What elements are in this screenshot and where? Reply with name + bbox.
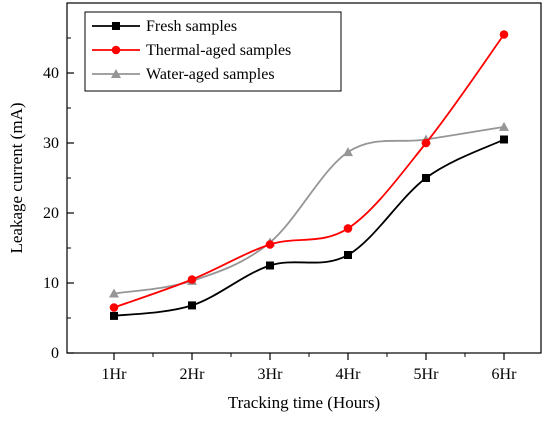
x-axis: 1Hr 2Hr 3Hr 4Hr 5Hr 6Hr [102,353,518,383]
x-tick-label: 6Hr [492,366,518,383]
data-point [343,147,353,157]
legend-marker [111,45,121,55]
legend-marker [112,22,120,30]
series-line [113,138,505,317]
data-point [344,251,352,259]
legend: Fresh samples Thermal-aged samples Water-a… [84,11,342,92]
x-tick-label: 2Hr [180,366,206,383]
data-point [499,30,509,39]
legend-label: Thermal-aged samples [146,42,291,59]
data-point [422,174,430,182]
y-axis-title: Leakage current (mA) [7,102,26,253]
legend-label: Fresh samples [146,18,237,35]
data-point [266,261,274,270]
x-tick-label: 4Hr [336,366,362,383]
x-tick-label: 1Hr [102,366,128,383]
y-tick-label: 0 [51,345,59,362]
x-axis-title: Tracking time (Hours) [228,393,380,412]
data-point [109,303,119,312]
y-tick-label: 40 [43,65,59,82]
data-point [499,121,509,131]
x-tick-label: 3Hr [258,366,284,383]
data-point [109,288,119,298]
series-0 [110,135,508,320]
series-1 [109,30,509,312]
series-2 [109,121,509,298]
legend-label: Water-aged samples [146,66,275,83]
data-point [110,311,118,320]
x-tick-label: 5Hr [414,366,440,383]
data-point [421,138,431,148]
series-line [113,33,505,309]
data-point [343,224,353,233]
y-tick-label: 30 [43,135,59,152]
data-point [187,275,197,284]
y-axis: 0 10 20 30 40 [43,37,74,362]
series-line [113,126,505,295]
data-point [265,240,275,249]
y-tick-label: 10 [43,275,59,292]
data-point [500,135,508,144]
legend-marker [111,69,121,78]
series-layer [109,30,509,320]
data-point [188,301,196,310]
y-tick-label: 20 [43,205,59,222]
